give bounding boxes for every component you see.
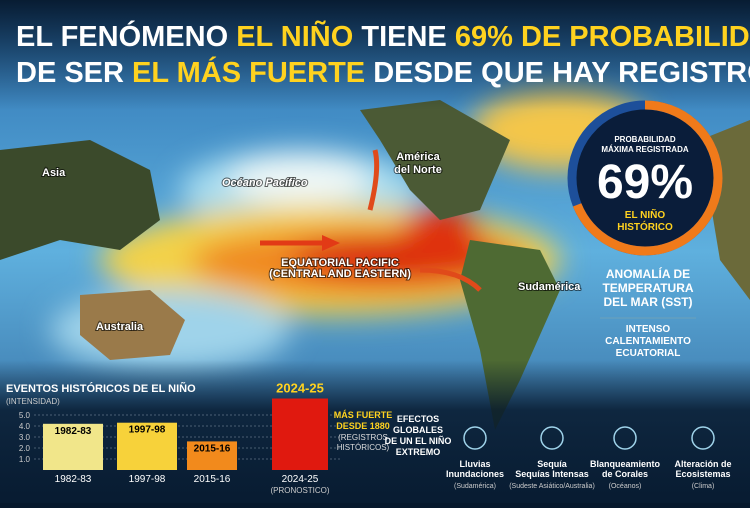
annotation-sub: HISTÓRICOS) xyxy=(337,443,390,452)
map-label: Océano Pacífico xyxy=(222,177,308,189)
chart-subtitle: (INTENSIDAD) xyxy=(6,397,60,406)
effect-title: Lluvias xyxy=(459,459,490,469)
bar xyxy=(117,422,177,470)
bar-label: 2015-16 xyxy=(194,443,231,454)
side-note: TEMPERATURA xyxy=(602,281,693,295)
title-line-1: EL FENÓMENO EL NIÑO TIENE 69% DE PROBABI… xyxy=(16,19,750,53)
annotation-sub: (REGISTROS xyxy=(338,433,388,442)
annotation: DESDE 1880 xyxy=(336,421,390,431)
y-tick-label: 2.0 xyxy=(19,444,31,453)
gauge-label: MÁXIMA REGISTRADA xyxy=(601,145,688,154)
map-label: EQUATORIAL PACIFIC xyxy=(281,257,399,269)
map-label: Asia xyxy=(42,167,66,179)
x-note: (PRONOSTICO) xyxy=(270,486,329,495)
side-note: INTENSO xyxy=(626,324,671,335)
gauge-sub: EL NIÑO xyxy=(625,208,666,221)
x-tick-label: 1982-83 xyxy=(55,474,92,485)
map-label: Australia xyxy=(96,321,144,333)
effects-heading: GLOBALES xyxy=(393,425,443,435)
effect-title: Inundaciones xyxy=(446,469,504,479)
effects-heading: EFECTOS xyxy=(397,414,439,424)
x-tick-label: 2015-16 xyxy=(194,474,231,485)
bar-label: 2024-25 xyxy=(276,381,324,396)
side-note: ECUATORIAL xyxy=(616,348,681,359)
y-tick-label: 3.0 xyxy=(19,433,31,442)
title-line-2: DE SER EL MÁS FUERTE DESDE QUE HAY REGIS… xyxy=(16,55,750,89)
y-tick-label: 1.0 xyxy=(19,455,31,464)
map-label: (CENTRAL AND EASTERN) xyxy=(269,268,411,280)
effect-icon xyxy=(691,426,715,450)
bar-label: 1997-98 xyxy=(129,425,166,436)
y-tick-label: 5.0 xyxy=(19,411,31,420)
y-tick-label: 4.0 xyxy=(19,422,31,431)
gauge-value: 69% xyxy=(597,156,693,209)
side-note: CALENTAMIENTO xyxy=(605,336,691,347)
gauge-label: PROBABILIDAD xyxy=(614,135,676,144)
effects-heading: EXTREMO xyxy=(396,447,441,457)
gauge-sub: HISTÓRICO xyxy=(617,220,673,233)
x-tick-label: 2024-25 xyxy=(282,474,319,485)
x-tick-label: 1997-98 xyxy=(129,474,166,485)
bar-label: 1982-83 xyxy=(55,426,92,437)
effect-title: Alteración de xyxy=(674,459,731,469)
bar xyxy=(187,441,237,470)
effect-note: (Sudamérica) xyxy=(454,483,496,490)
annotation: MÁS FUERTE xyxy=(334,410,393,420)
effect-icon xyxy=(540,426,564,450)
side-notes: ANOMALÍA DE TEMPERATURA DEL MAR (SST) IN… xyxy=(600,266,696,359)
effect-note: (Sudeste Asiático/Australia) xyxy=(509,483,595,490)
effect-icon xyxy=(613,426,637,450)
map-label: Sudamérica xyxy=(518,281,581,293)
bar-chart: EVENTOS HISTÓRICOS DE EL NIÑO (INTENSIDA… xyxy=(6,381,392,496)
effect-title: Sequía xyxy=(537,459,568,469)
gauge: PROBABILIDAD MÁXIMA REGISTRADA 69% EL NI… xyxy=(567,100,723,256)
map-label: del Norte xyxy=(394,164,442,176)
map-label: América xyxy=(396,151,440,163)
chart-title: EVENTOS HISTÓRICOS DE EL NIÑO xyxy=(6,382,196,395)
effects-heading: DE UN EL NIÑO xyxy=(385,436,452,446)
gauge-arc xyxy=(572,100,723,256)
effect-note: (Océanos) xyxy=(609,483,642,490)
effect-icon xyxy=(463,426,487,450)
effect-title: de Corales xyxy=(602,469,648,479)
effect-title: Sequías Intensas xyxy=(515,469,589,479)
side-note: DEL MAR (SST) xyxy=(603,295,692,309)
side-note: ANOMALÍA DE xyxy=(606,266,690,281)
bar xyxy=(272,398,328,470)
bar xyxy=(43,423,103,470)
effect-title: Blanqueamiento xyxy=(590,459,661,469)
effect-title: Ecosistemas xyxy=(675,469,730,479)
effect-note: (Clima) xyxy=(692,483,715,490)
